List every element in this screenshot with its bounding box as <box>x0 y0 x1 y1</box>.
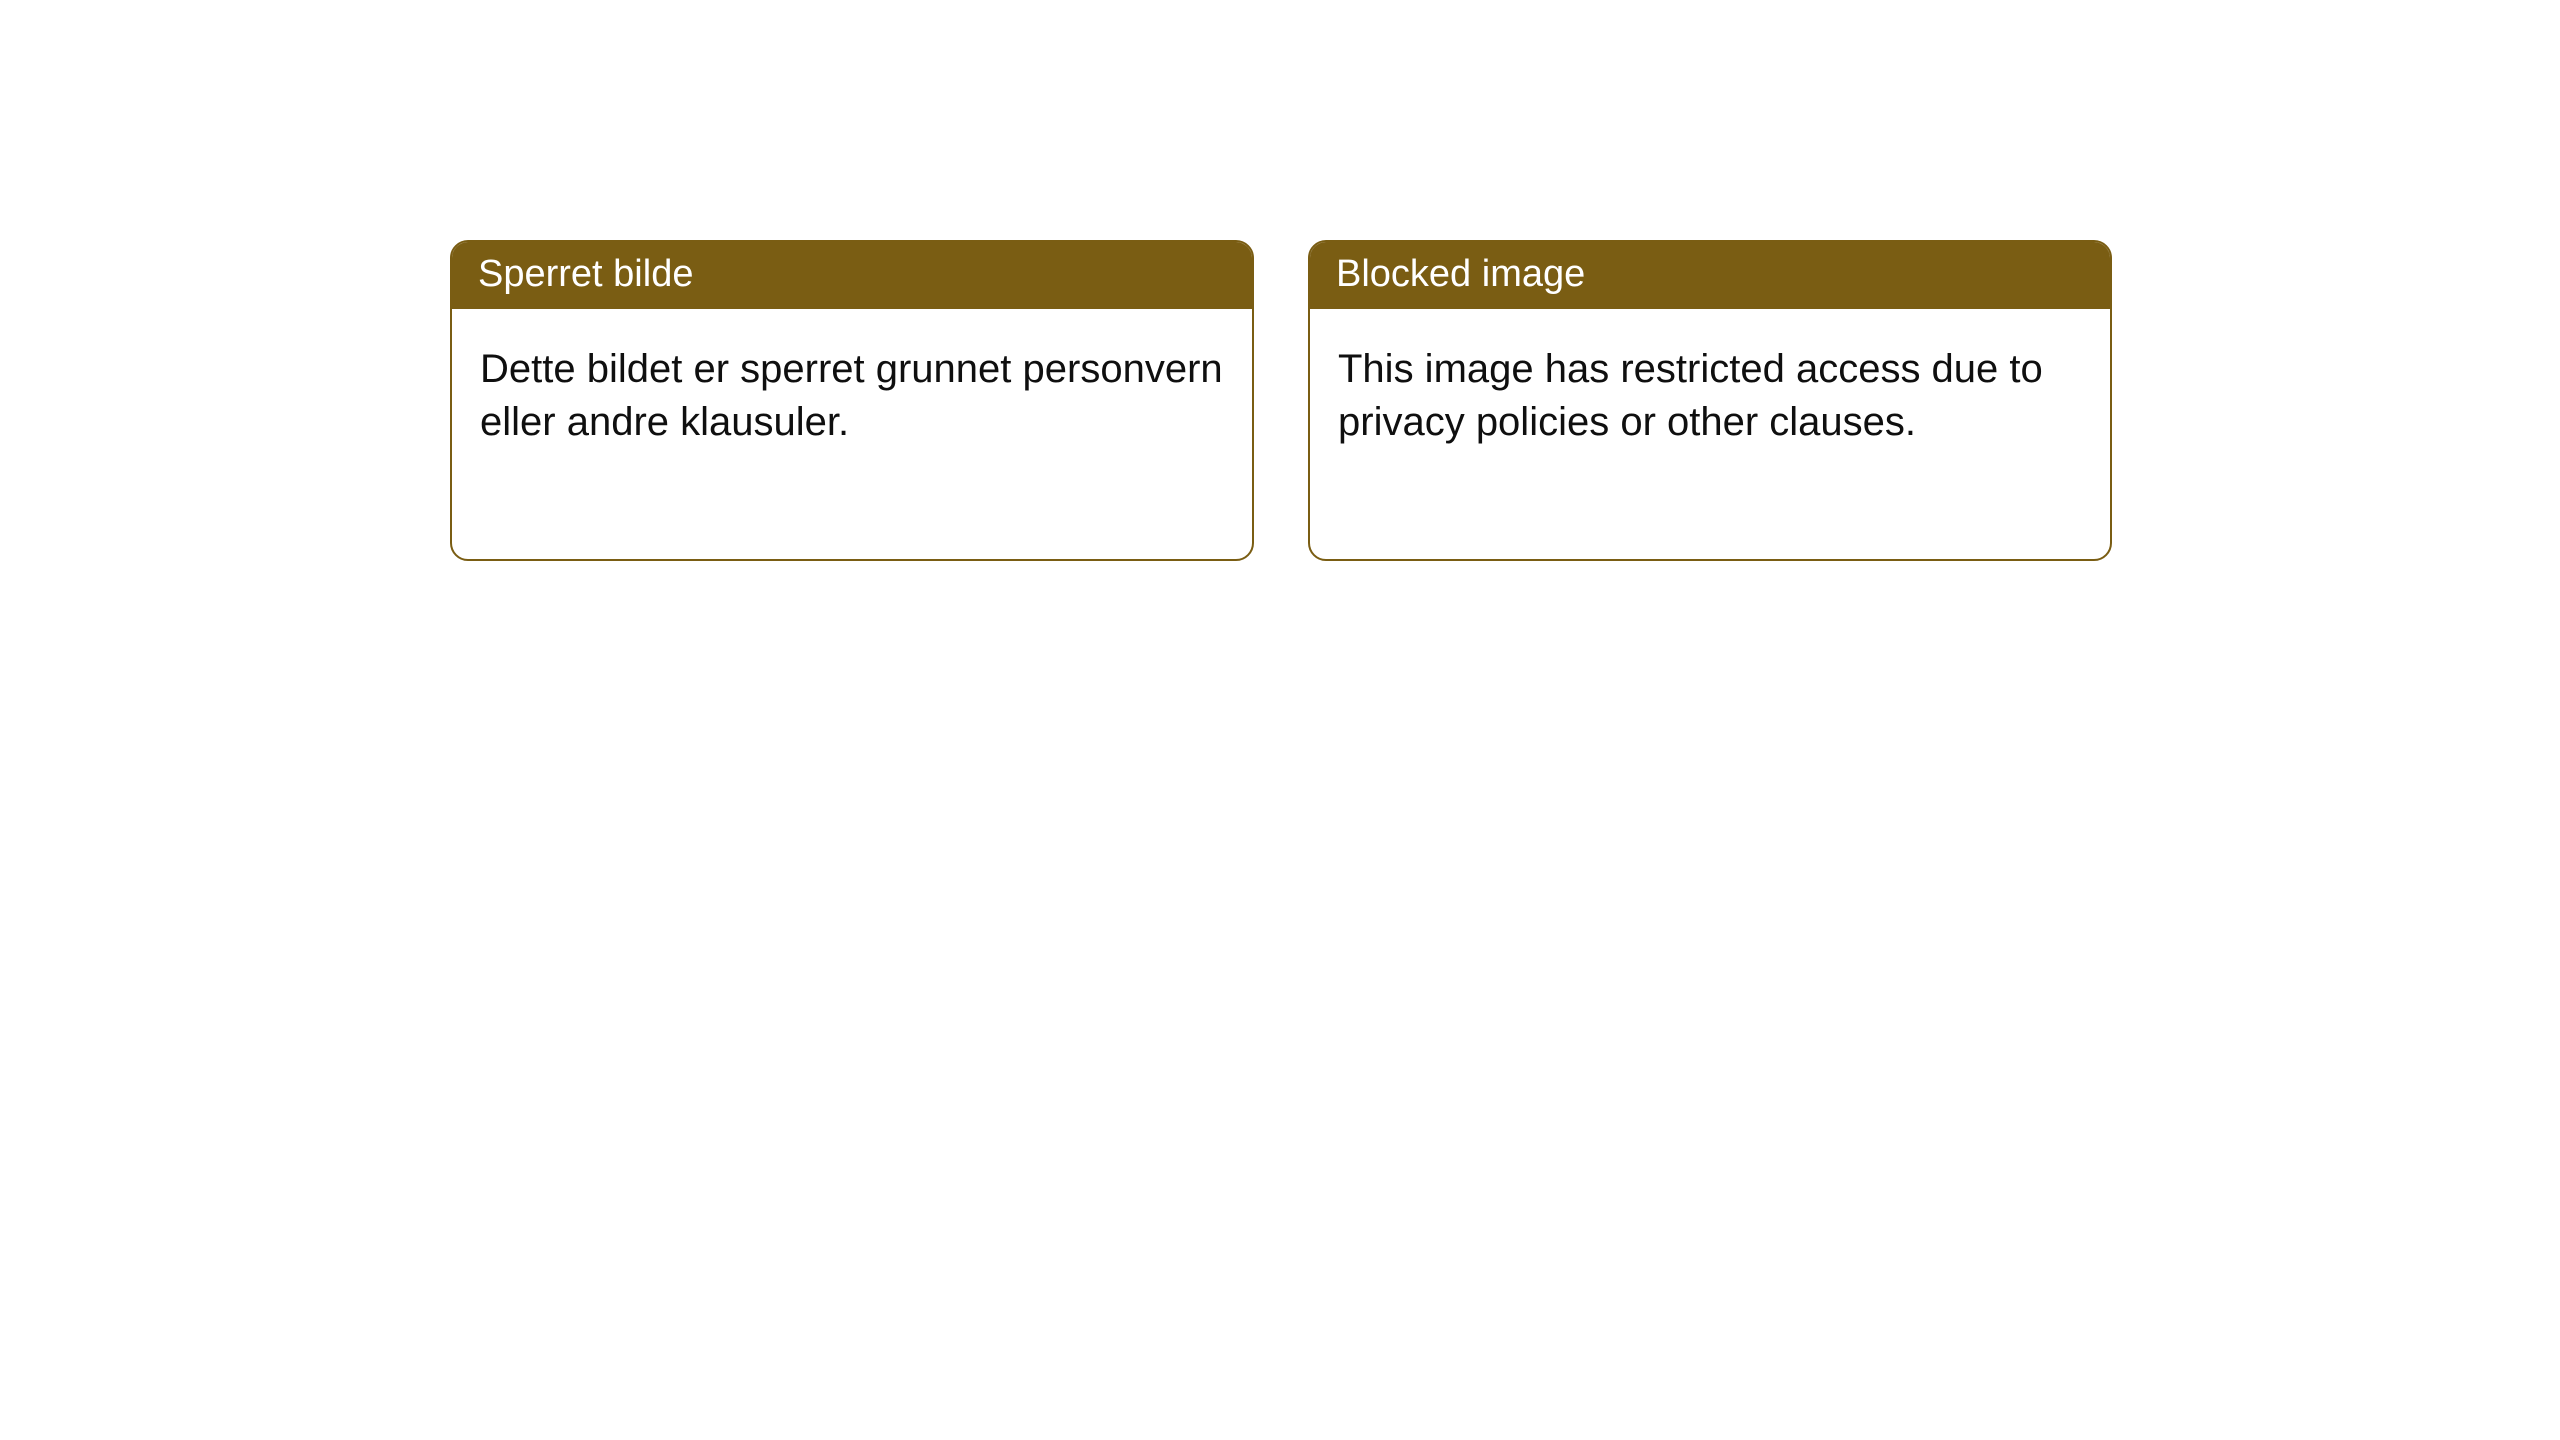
notice-body: This image has restricted access due to … <box>1310 309 2110 559</box>
notice-card-norwegian: Sperret bilde Dette bildet er sperret gr… <box>450 240 1254 561</box>
notice-header: Sperret bilde <box>452 242 1252 309</box>
notice-header: Blocked image <box>1310 242 2110 309</box>
notice-body: Dette bildet er sperret grunnet personve… <box>452 309 1252 559</box>
notice-card-english: Blocked image This image has restricted … <box>1308 240 2112 561</box>
notice-container: Sperret bilde Dette bildet er sperret gr… <box>0 0 2560 561</box>
